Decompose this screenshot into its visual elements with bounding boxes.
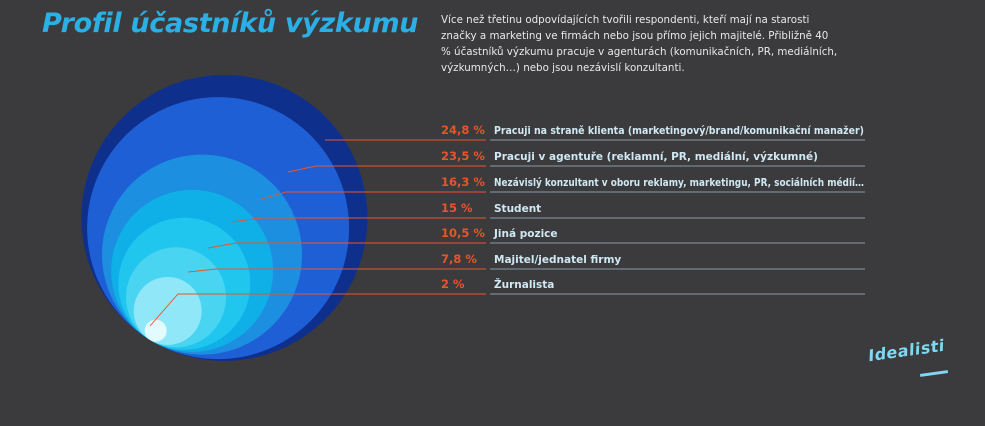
circle-7 [144, 319, 167, 342]
category-label: Student [494, 203, 541, 215]
leader-line [187, 268, 486, 273]
chart-title: Profil účastníků výzkumu [42, 8, 419, 39]
category-label: Nezávislý konzultant v oboru reklamy, ma… [494, 177, 864, 189]
category-label: Pracuji v agentuře (reklamní, PR, mediál… [494, 151, 818, 163]
leader-lines [149, 139, 865, 327]
value-label: 23,5 % [441, 149, 485, 163]
leader-line [149, 293, 486, 327]
value-label: 2 % [441, 277, 465, 291]
value-label: 16,3 % [441, 175, 485, 189]
value-label: 24,8 % [441, 123, 485, 137]
category-label: Jiná pozice [493, 228, 558, 240]
value-label: 10,5 % [441, 226, 485, 240]
legend-labels: 24,8 % Pracuji na straně klienta (marketi… [441, 123, 864, 291]
category-label: Majitel/jednatel firmy [494, 254, 621, 266]
category-label: Pracuji na straně klienta (marketingový/… [494, 125, 864, 137]
circle-6 [133, 276, 202, 345]
leader-line [231, 217, 486, 223]
value-label: 7,8 % [441, 252, 477, 266]
value-label: 15 % [441, 201, 473, 215]
leader-line [207, 242, 486, 249]
intro-text: Více než třetinu odpovídajících tvořili … [441, 14, 838, 74]
leader-line [257, 191, 486, 201]
leader-line [287, 165, 486, 173]
category-label: Žurnalista [494, 278, 554, 291]
